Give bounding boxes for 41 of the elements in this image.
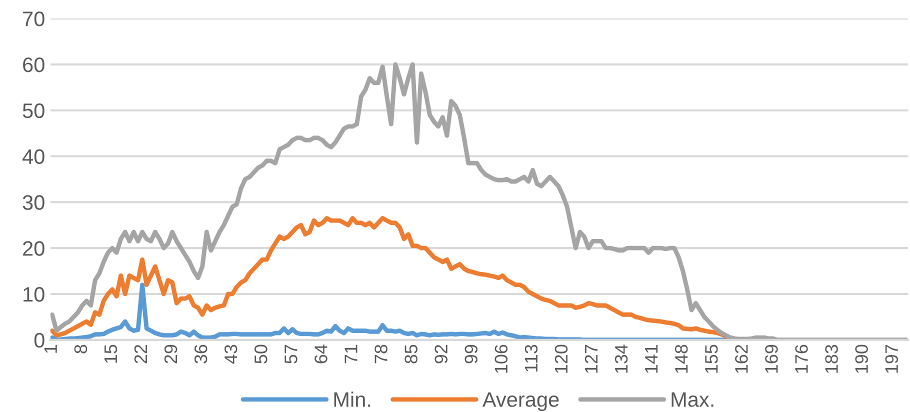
- x-tick-label: 50: [254, 344, 268, 364]
- x-tick-label: 176: [795, 344, 808, 373]
- legend-label: Min.: [334, 392, 370, 407]
- x-tick-label: 85: [404, 344, 418, 364]
- x-tick-label: 106: [494, 344, 508, 373]
- x-tick-label: 22: [134, 344, 147, 364]
- y-tick-label: 50: [22, 103, 44, 118]
- y-tick-label: 70: [23, 12, 44, 26]
- line-series: [50, 62, 908, 340]
- x-tick-label: 71: [344, 344, 358, 364]
- x-tick-label: 92: [434, 344, 448, 364]
- x-tick-label: 1: [44, 344, 57, 353]
- x-tick-label: 99: [464, 344, 478, 364]
- x-tick-label: 8: [74, 344, 88, 354]
- y-tick-label: 20: [23, 241, 44, 256]
- x-tick-label: 155: [705, 344, 718, 373]
- y-tick-label: 40: [22, 149, 44, 164]
- legend-label: Average: [482, 392, 559, 412]
- y-tick-label: 30: [22, 195, 44, 210]
- x-tick-label: 29: [164, 344, 178, 364]
- x-tick-label: 36: [194, 344, 208, 364]
- x-tick-label: 162: [735, 344, 748, 373]
- x-tick-label: 190: [855, 344, 868, 373]
- x-tick-label: 120: [554, 344, 568, 373]
- y-tick-label: 0: [34, 332, 44, 348]
- x-tick-label: 15: [104, 344, 118, 363]
- x-tick-label: 78: [374, 344, 388, 364]
- legend-label: Max.: [672, 392, 714, 407]
- x-tick-label: 141: [645, 344, 658, 373]
- x-tick-label: 169: [765, 344, 778, 373]
- x-tick-label: 113: [524, 344, 538, 372]
- x-tick-label: 57: [284, 344, 298, 364]
- x-tick-label: 64: [314, 344, 328, 364]
- x-tick-label: 148: [674, 344, 688, 373]
- y-tick-label: 10: [24, 286, 44, 302]
- y-tick-label: 60: [23, 57, 44, 72]
- x-tick-label: 134: [614, 344, 628, 373]
- x-tick-label: 197: [885, 344, 898, 373]
- x-tick-label: 43: [224, 344, 238, 364]
- x-tick-label: 183: [825, 344, 838, 373]
- x-tick-label: 127: [584, 344, 598, 373]
